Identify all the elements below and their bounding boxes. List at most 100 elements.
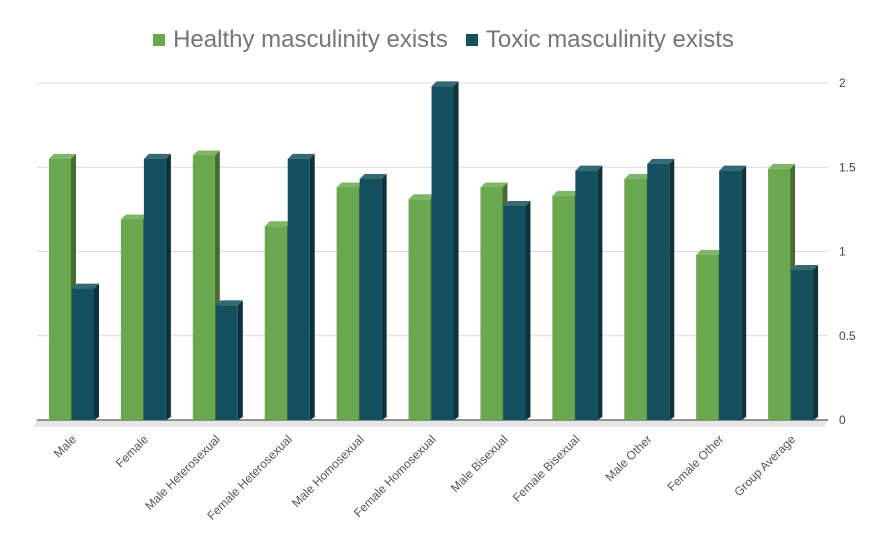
bar-side xyxy=(309,153,315,420)
chart-legend: Healthy masculinity exists Toxic masculi… xyxy=(0,26,887,54)
bar xyxy=(647,158,675,420)
bar xyxy=(431,81,459,421)
bar-front xyxy=(143,158,166,420)
bar-top xyxy=(215,300,243,306)
bar-front xyxy=(503,206,526,420)
x-tick-label: Male Homosexual xyxy=(289,432,367,510)
bar xyxy=(503,201,531,420)
bar-top xyxy=(287,153,315,159)
bar xyxy=(359,174,387,420)
y-tick-label: 2 xyxy=(839,76,846,90)
bar xyxy=(287,153,315,420)
bar-top xyxy=(120,214,148,220)
bar xyxy=(215,300,243,420)
bar-side xyxy=(165,153,171,420)
bar-side xyxy=(94,283,99,420)
bar-top xyxy=(624,174,652,180)
bar-top xyxy=(719,165,747,171)
bar-top xyxy=(768,163,796,169)
bar-top xyxy=(336,182,364,188)
bar-front xyxy=(431,86,454,421)
bar xyxy=(120,214,148,420)
bar-front xyxy=(719,170,742,420)
bar-front xyxy=(575,170,598,420)
bar-side xyxy=(597,165,603,420)
bar-top xyxy=(791,265,819,271)
bar-front xyxy=(696,254,719,420)
bar-top xyxy=(49,153,76,159)
x-tick-label: Male Heterosexual xyxy=(142,432,223,513)
bar-side xyxy=(741,165,747,420)
bar-top xyxy=(480,182,508,188)
bar xyxy=(696,249,724,420)
bar xyxy=(719,165,747,420)
bar xyxy=(72,283,99,420)
bar-front xyxy=(120,219,143,420)
bar-front xyxy=(287,158,310,420)
x-tick-label: Female xyxy=(113,432,151,470)
bar xyxy=(336,182,364,420)
x-tick-label: Group Average xyxy=(731,432,798,499)
bar-front xyxy=(215,305,238,420)
bar xyxy=(624,174,652,420)
bar-side xyxy=(453,81,459,421)
bar-top xyxy=(192,150,220,156)
bar xyxy=(575,165,603,420)
bar-top xyxy=(575,165,603,171)
bar-front xyxy=(480,187,503,420)
legend-item-toxic: Toxic masculinity exists xyxy=(465,26,734,54)
legend-item-healthy: Healthy masculinity exists xyxy=(153,26,448,54)
bar-side xyxy=(525,201,531,420)
bar xyxy=(408,194,436,420)
legend-label-healthy: Healthy masculinity exists xyxy=(173,26,448,53)
legend-swatch-toxic xyxy=(465,34,478,46)
bar-top xyxy=(431,81,459,87)
bar-front xyxy=(264,226,287,420)
x-tick-label: Male Bisexual xyxy=(448,432,511,495)
legend-swatch-healthy xyxy=(153,34,166,46)
bar-top xyxy=(647,158,675,164)
bar-top xyxy=(359,174,387,180)
bar xyxy=(264,221,292,420)
x-tick-label: Female Other xyxy=(665,432,727,494)
bar-front xyxy=(72,288,94,420)
x-tick-label: Female Bisexual xyxy=(510,432,583,505)
bar-side xyxy=(237,300,243,420)
y-tick-label: 1.5 xyxy=(839,160,856,174)
bar-front xyxy=(791,270,814,420)
bar-front xyxy=(359,179,382,420)
bar-top xyxy=(552,190,580,196)
bar xyxy=(192,150,220,420)
x-tick-label: Female Homosexual xyxy=(351,432,439,520)
y-tick-label: 1 xyxy=(839,245,846,259)
bar xyxy=(480,182,508,420)
bar-front xyxy=(768,168,791,420)
bar-top xyxy=(143,153,171,159)
bar-front xyxy=(336,187,359,420)
bar xyxy=(49,153,76,420)
bar-front xyxy=(552,195,575,420)
bar-top xyxy=(696,249,724,255)
bar-top xyxy=(264,221,292,227)
legend-label-toxic: Toxic masculinity exists xyxy=(485,26,734,53)
bar-front xyxy=(408,199,431,420)
bar-front xyxy=(647,163,670,420)
bar-top xyxy=(408,194,436,200)
bar-top xyxy=(72,283,99,289)
x-tick-label: Male xyxy=(51,432,80,461)
bar xyxy=(791,265,819,420)
bar-side xyxy=(669,158,675,420)
chart-floor xyxy=(33,420,828,427)
y-tick-label: 0 xyxy=(839,413,846,427)
bar-side xyxy=(381,174,387,420)
x-tick-label: Male Other xyxy=(603,432,655,484)
bar xyxy=(552,190,580,420)
bar xyxy=(768,163,796,420)
y-tick-label: 0.5 xyxy=(839,329,856,343)
bar-top xyxy=(503,201,531,207)
bar xyxy=(143,153,171,420)
bar-front xyxy=(49,158,71,420)
bar-front xyxy=(192,155,215,420)
bar-side xyxy=(813,265,819,420)
